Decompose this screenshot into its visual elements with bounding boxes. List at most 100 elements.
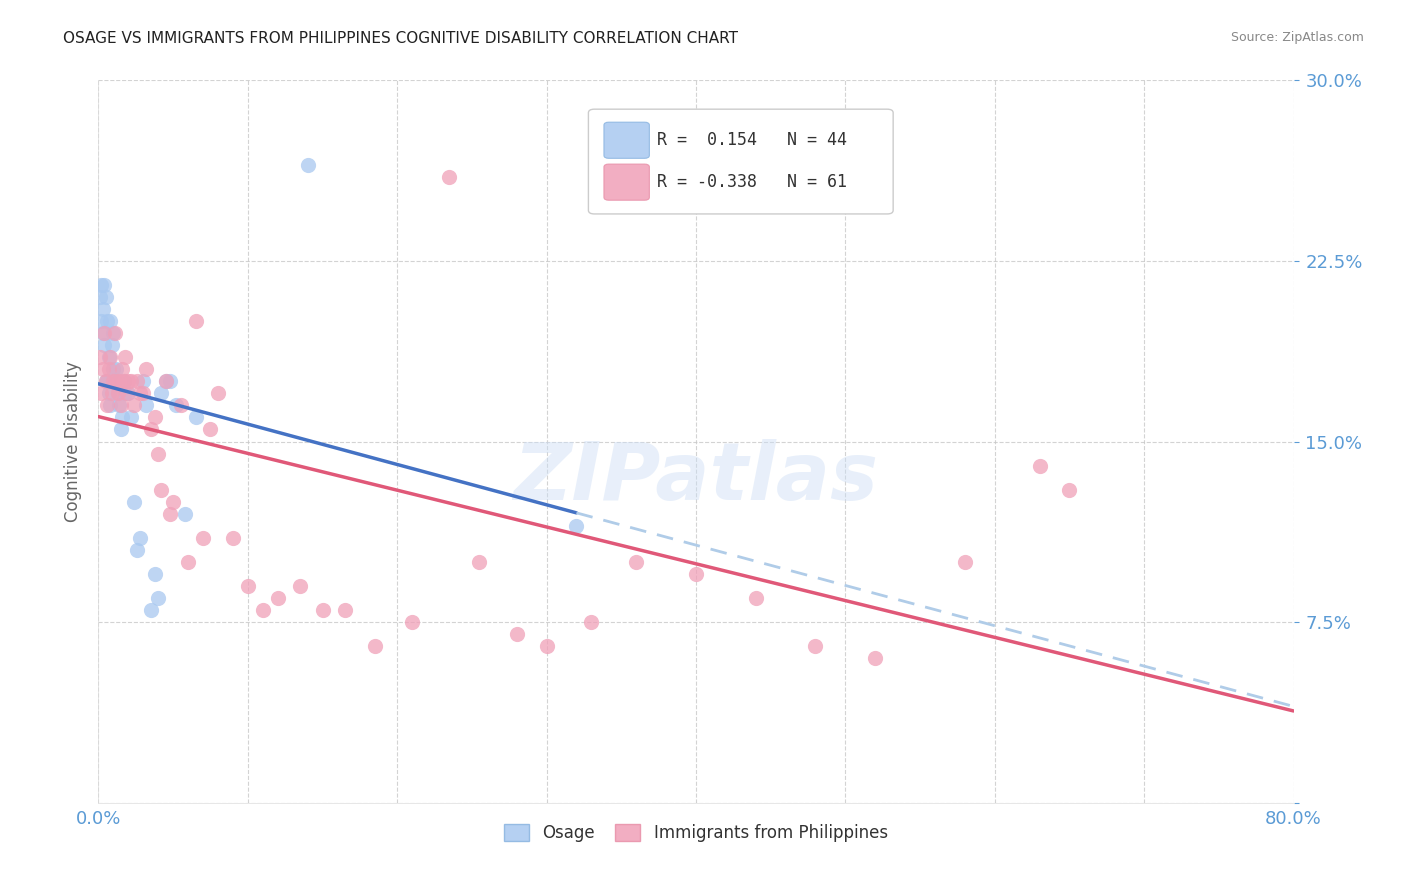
Point — [96, 314, 118, 328]
Point — [105, 374, 128, 388]
Point — [184, 314, 207, 328]
Point — [97, 386, 120, 401]
Point — [155, 374, 177, 388]
Point — [177, 555, 200, 569]
Point — [165, 398, 187, 412]
Point — [236, 579, 259, 593]
Point — [98, 398, 122, 412]
Point — [114, 350, 136, 364]
Point — [91, 362, 114, 376]
Point — [112, 374, 135, 388]
Point — [91, 326, 114, 340]
Point — [155, 374, 177, 388]
Point — [536, 639, 558, 653]
Point — [333, 603, 356, 617]
Point — [93, 338, 115, 352]
Point — [115, 386, 138, 401]
Point — [120, 374, 142, 388]
Point — [626, 555, 648, 569]
Point — [1059, 483, 1081, 497]
Point — [111, 362, 134, 376]
Point — [267, 591, 290, 605]
Point — [148, 446, 170, 460]
Point — [143, 410, 166, 425]
Point — [120, 410, 142, 425]
Point — [96, 398, 118, 412]
Point — [148, 591, 170, 605]
Point — [222, 531, 245, 545]
Point — [135, 362, 157, 376]
Point — [685, 567, 707, 582]
Point — [103, 374, 125, 388]
Point — [89, 290, 111, 304]
Point — [97, 350, 120, 364]
Point — [98, 314, 122, 328]
Point — [132, 386, 155, 401]
Point — [104, 326, 127, 340]
Point — [112, 374, 135, 388]
Point — [110, 422, 132, 436]
Point — [143, 567, 166, 582]
Text: Source: ZipAtlas.com: Source: ZipAtlas.com — [1230, 31, 1364, 45]
Point — [174, 507, 197, 521]
Point — [124, 398, 146, 412]
Point — [117, 386, 139, 401]
Text: ZIPatlas: ZIPatlas — [513, 439, 879, 516]
Point — [506, 627, 529, 641]
Text: R =  0.154   N = 44: R = 0.154 N = 44 — [657, 131, 846, 149]
Point — [150, 483, 173, 497]
Point — [135, 398, 157, 412]
Point — [101, 338, 124, 352]
Point — [124, 494, 146, 508]
Point — [103, 326, 125, 340]
Point — [132, 374, 155, 388]
Point — [101, 386, 124, 401]
Point — [104, 374, 127, 388]
Point — [90, 277, 112, 292]
Point — [191, 531, 214, 545]
FancyBboxPatch shape — [589, 109, 893, 214]
Point — [127, 542, 149, 557]
Point — [111, 410, 134, 425]
Point — [94, 290, 117, 304]
Point — [94, 374, 117, 388]
Point — [1028, 458, 1050, 473]
Point — [139, 422, 162, 436]
Point — [169, 398, 191, 412]
Point — [107, 386, 129, 401]
Point — [94, 374, 117, 388]
Point — [953, 555, 976, 569]
Point — [127, 374, 149, 388]
Point — [90, 314, 112, 328]
Point — [401, 615, 423, 630]
Point — [184, 410, 207, 425]
Point — [311, 603, 333, 617]
Y-axis label: Cognitive Disability: Cognitive Disability — [63, 361, 82, 522]
Point — [139, 603, 162, 617]
Point — [105, 362, 128, 376]
Point — [364, 639, 387, 653]
Point — [93, 277, 115, 292]
Point — [89, 350, 111, 364]
Point — [129, 531, 152, 545]
Point — [97, 362, 120, 376]
Point — [207, 386, 229, 401]
Point — [745, 591, 768, 605]
Point — [103, 362, 125, 376]
Point — [297, 157, 319, 171]
Point — [129, 386, 152, 401]
Point — [117, 374, 139, 388]
Point — [159, 374, 181, 388]
FancyBboxPatch shape — [605, 122, 650, 158]
Point — [162, 494, 184, 508]
Text: OSAGE VS IMMIGRANTS FROM PHILIPPINES COGNITIVE DISABILITY CORRELATION CHART: OSAGE VS IMMIGRANTS FROM PHILIPPINES COG… — [63, 31, 738, 46]
Point — [159, 507, 181, 521]
Point — [468, 555, 491, 569]
Point — [91, 301, 114, 317]
Point — [108, 398, 131, 412]
Point — [114, 386, 136, 401]
Point — [107, 386, 129, 401]
Point — [90, 386, 112, 401]
Point — [804, 639, 827, 653]
Point — [96, 374, 118, 388]
